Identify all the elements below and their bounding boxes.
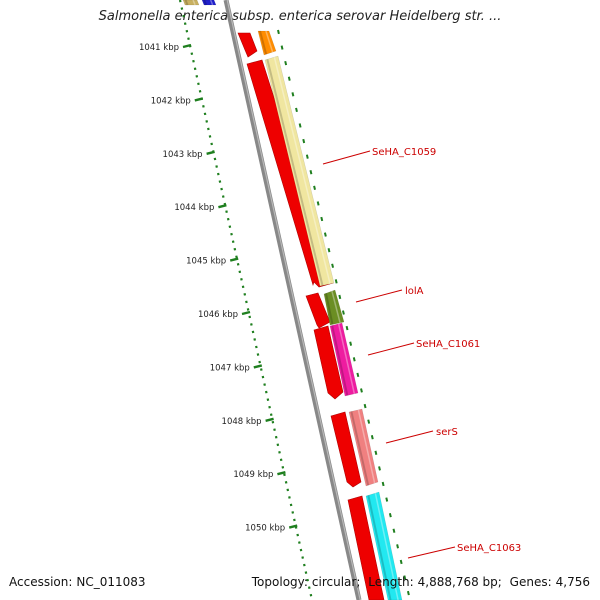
cds-block-highlight: [374, 492, 399, 600]
length-value: 4,888,768 bp: [417, 575, 498, 589]
cds-block-highlight: [337, 323, 356, 395]
cds-block-shade: [331, 325, 349, 396]
genome-stats: Topology: circular; Length: 4,888,768 bp; …: [251, 575, 590, 589]
cds-block-highlight: [273, 56, 331, 285]
cds-block-shade: [259, 30, 268, 55]
length-label: Length:: [368, 575, 414, 589]
gene-label: SeHA_C1063: [457, 543, 521, 554]
cds-block-highlight: [192, 0, 196, 6]
cds-block-lola: [323, 289, 345, 326]
cds-arrow-red: [347, 495, 385, 600]
cds-arrow-red: [313, 325, 344, 400]
cds-block-unlabeled: [257, 30, 277, 56]
cds-arrow-red: [237, 32, 258, 58]
cds-block-highlight: [331, 290, 341, 324]
ruler-tick-label: 1045 kbp: [186, 257, 226, 267]
gene-label: SeHA_C1061: [416, 339, 480, 350]
gene-label: lolA: [405, 286, 424, 297]
ruler-tick-label: 1042 kbp: [151, 96, 191, 106]
cds-block-seha_c1059: [264, 55, 335, 287]
cds-block-highlight: [209, 0, 214, 6]
ruler-tick-label: 1050 kbp: [245, 524, 285, 534]
ruler-tick: [194, 97, 204, 102]
cds-block-unlabeled: [201, 0, 217, 6]
ruler-tick-label: 1049 kbp: [233, 470, 273, 480]
ruler-tick-label: 1044 kbp: [174, 203, 214, 213]
backbone-line: [223, 0, 362, 600]
ruler-tick: [218, 204, 227, 209]
cds-block-shade: [367, 495, 392, 600]
ruler-tick: [253, 364, 263, 369]
ruler-tick: [229, 257, 239, 262]
genome-title: Salmonella enterica subsp. enterica sero…: [98, 9, 502, 24]
ruler-tick: [288, 524, 298, 529]
gene-label: serS: [436, 427, 458, 438]
backbone-highlight: [226, 0, 361, 600]
cds-arrow-red: [305, 292, 331, 329]
genes-label: Genes:: [509, 575, 552, 589]
callout-leader-line: [322, 150, 371, 165]
callout-leader-line: [385, 430, 434, 444]
accession-info: Accession: NC_011083: [9, 575, 146, 589]
cds-block-sers: [348, 408, 379, 487]
cds-block-highlight: [357, 409, 376, 484]
cds-block-seha_c1061: [329, 322, 359, 397]
cds-arrow-red: [330, 411, 362, 488]
cds-block-shade: [184, 0, 189, 6]
cds-block-shade: [203, 0, 208, 6]
accession-label: Accession:: [9, 575, 73, 589]
ruler-tick-label: 1041 kbp: [139, 43, 179, 53]
callout-leader-line: [407, 546, 456, 559]
cds-block-shade: [350, 411, 370, 486]
ruler-tick: [265, 417, 274, 422]
ruler-tick-label: 1047 kbp: [210, 363, 250, 373]
cds-block-shade: [266, 59, 324, 286]
ruler-tick-label: 1043 kbp: [163, 150, 203, 160]
gene-label: SeHA_C1059: [372, 147, 436, 158]
topology-value: circular: [311, 575, 357, 589]
cds-block-unlabeled: [182, 0, 200, 6]
ruler-tick: [241, 310, 251, 316]
cds-block-seha_c1063: [365, 491, 403, 600]
callout-leader-line: [355, 289, 403, 303]
ruler-tick-label: 1046 kbp: [198, 310, 238, 320]
topology-label: Topology:: [251, 575, 308, 589]
ruler-tick-label: 1048 kbp: [222, 417, 262, 427]
accession-value: NC_011083: [76, 575, 146, 589]
ruler-tick: [206, 150, 215, 155]
genes-value: 4,756: [555, 575, 590, 589]
ruler-tick: [277, 471, 286, 476]
ruler-tick: [182, 43, 192, 49]
cds-block-shade: [325, 293, 334, 325]
callout-leader-line: [367, 342, 415, 356]
cds-block-highlight: [265, 30, 274, 53]
outer-tick-track: [277, 29, 411, 600]
